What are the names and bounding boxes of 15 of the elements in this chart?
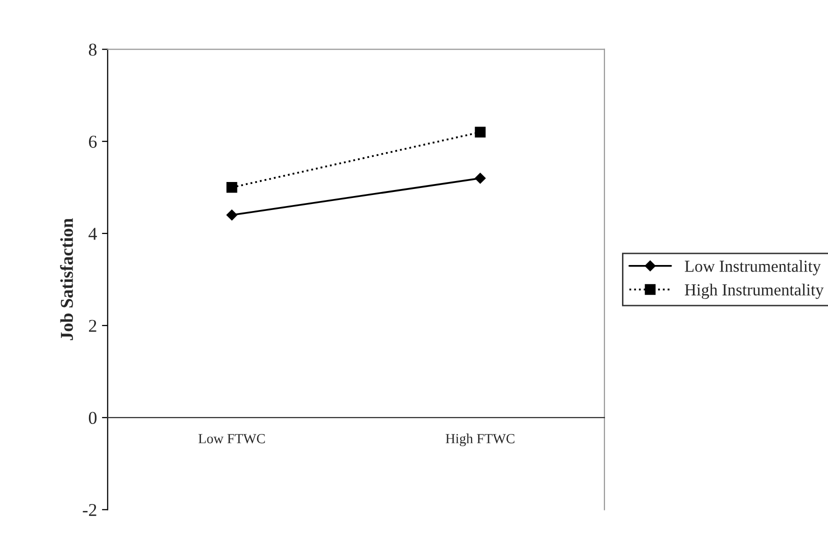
x-tick-label: Low FTWC xyxy=(198,434,265,444)
y-tick-label: 2 xyxy=(88,320,96,332)
y-tick-label: 4 xyxy=(88,228,97,240)
x-tick-label: High FTWC xyxy=(446,434,514,446)
y-tick-label: -2 xyxy=(82,504,96,516)
y-tick-label: 8 xyxy=(88,44,97,56)
y-tick-label: 0 xyxy=(88,412,97,424)
y-tick-label: 6 xyxy=(88,136,97,148)
legend-label: High Instrumentality xyxy=(684,284,824,299)
point xyxy=(226,210,238,220)
point xyxy=(474,172,486,184)
point xyxy=(226,182,238,193)
legend-label: Low Instrumentality xyxy=(684,260,821,276)
y-axis-title: Job Satisfaction xyxy=(60,218,73,340)
point xyxy=(474,126,486,138)
